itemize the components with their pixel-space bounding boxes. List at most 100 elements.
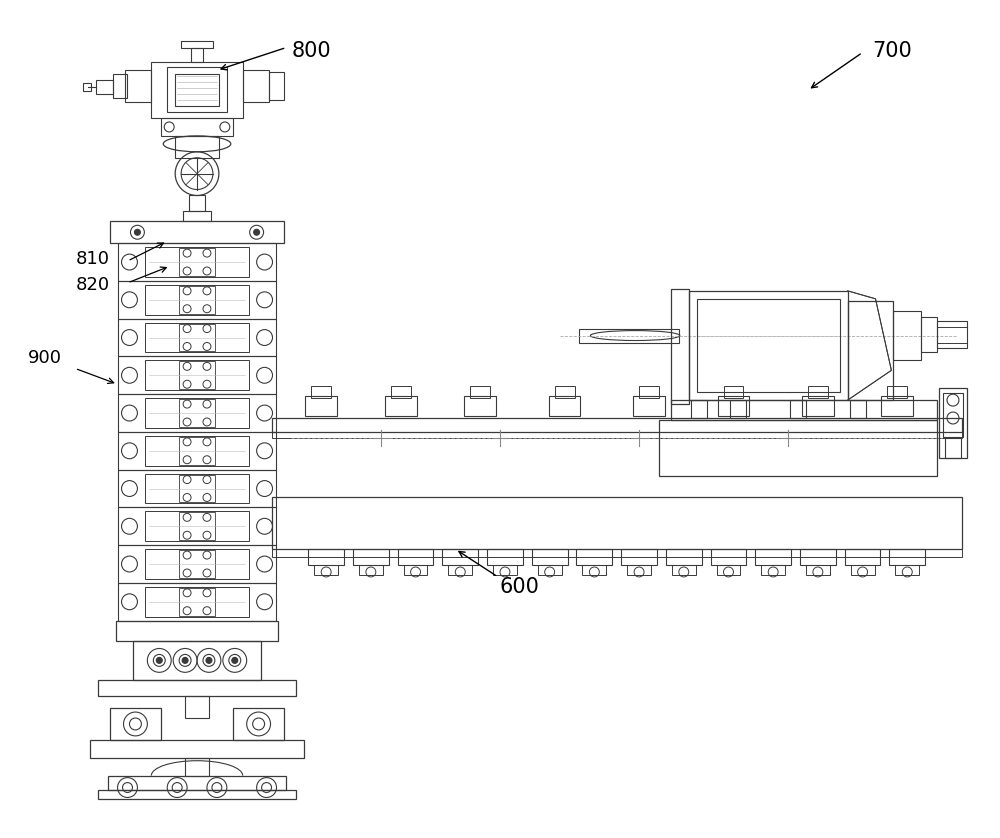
Bar [851,565,875,575]
Bar [359,565,383,575]
Bar [848,301,893,400]
Circle shape [232,657,238,664]
Bar [671,400,937,420]
Bar [945,438,961,458]
Bar [532,549,568,565]
Bar [800,549,836,565]
Bar [125,70,151,102]
Bar [179,512,215,541]
Bar [921,317,937,353]
Bar [937,327,967,343]
Bar [189,195,205,211]
Bar [145,549,249,579]
Bar [308,549,344,565]
Text: 810: 810 [76,250,110,268]
Bar [145,473,249,504]
Bar [118,394,276,432]
Bar [730,400,746,418]
Bar [943,393,963,437]
Bar [755,549,791,565]
Bar [118,432,276,469]
Bar [889,549,925,565]
Bar [672,565,696,575]
Bar [711,549,746,565]
Bar [133,640,261,680]
Text: 800: 800 [291,40,331,60]
Bar [145,511,249,541]
Bar [493,565,517,575]
Bar [179,399,215,427]
Bar [442,549,478,565]
Bar [314,565,338,575]
Bar [185,758,209,776]
Bar [179,323,215,351]
Bar [272,498,962,549]
Bar [579,328,679,343]
Bar [118,243,276,281]
Bar [181,40,213,49]
Bar [761,565,785,575]
Bar [549,396,580,416]
Bar [179,588,215,616]
Bar [179,437,215,465]
Bar [191,49,203,62]
Bar [621,549,657,565]
Bar [671,289,689,404]
Bar [311,386,331,398]
Bar [806,565,830,575]
Bar [243,70,269,102]
Bar [717,565,740,575]
Bar [582,565,606,575]
Bar [179,248,215,276]
Bar [145,398,249,428]
Bar [179,474,215,503]
Bar [845,549,880,565]
Bar [718,396,749,416]
Bar [145,360,249,391]
Bar [110,221,284,243]
Bar [939,388,967,458]
Bar [305,396,337,416]
Bar [118,356,276,394]
Bar [185,696,209,718]
Bar [145,323,249,353]
Bar [659,420,937,476]
Bar [353,549,389,565]
Bar [850,400,866,418]
Circle shape [206,657,212,664]
Bar [145,247,249,277]
Text: 600: 600 [500,577,540,597]
Bar [98,680,296,696]
Bar [689,291,848,400]
Circle shape [254,230,260,235]
Bar [633,396,665,416]
Circle shape [134,230,140,235]
Bar [887,386,907,398]
Bar [233,708,284,740]
Bar [175,75,219,106]
Bar [790,400,806,418]
Bar [272,432,962,438]
Bar [272,418,962,432]
Bar [110,708,161,740]
Circle shape [156,657,162,664]
Bar [118,583,276,621]
Bar [118,318,276,356]
Bar [895,565,919,575]
Bar [145,436,249,466]
Bar [470,386,490,398]
Bar [691,400,707,418]
Text: 820: 820 [76,276,110,294]
Bar [183,211,211,221]
Bar [118,469,276,508]
Bar [724,386,743,398]
Bar [666,549,702,565]
Bar [118,508,276,546]
Bar [272,549,962,557]
Bar [113,75,127,98]
Bar [118,281,276,318]
Bar [161,118,233,136]
Bar [145,587,249,617]
Bar [151,62,243,118]
Bar [179,361,215,389]
